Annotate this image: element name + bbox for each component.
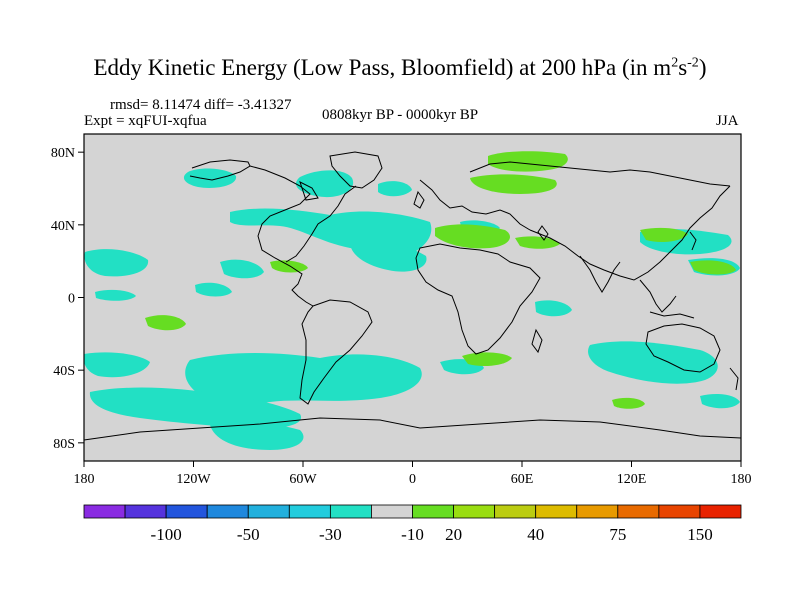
neg-region-s-pacific-west [83, 352, 150, 378]
colorbar-box [288, 504, 331, 519]
lon-label: 180 [731, 472, 752, 487]
colorbar-box [617, 504, 660, 519]
lon-label: 120E [617, 472, 647, 487]
coast-newzealand [729, 367, 739, 391]
neg-region-south-pacific-wide [89, 387, 302, 429]
lon-label: 0 [409, 472, 416, 487]
pos-region-mediterranean [435, 224, 510, 249]
colorbar-labels: -100 -50 -30 -10 20 40 75 150 [151, 525, 713, 544]
neg-region-alaska [183, 168, 237, 188]
coastlines [83, 151, 742, 441]
lat-label: 80N [51, 146, 75, 161]
coast-africa [415, 243, 541, 355]
pos-region-s-pacific-eq [145, 315, 186, 331]
pos-region-arctic [488, 151, 568, 172]
coast-hudson [299, 181, 319, 201]
coast-south-america [299, 299, 373, 405]
colorbar-box [535, 504, 578, 519]
coast-japan [689, 231, 697, 251]
colorbar-label: 20 [445, 525, 462, 544]
neg-region-c-pacific [84, 249, 149, 277]
neg-region-indian-eq [535, 300, 572, 317]
colorbar-box [165, 504, 208, 519]
colorbar-box [453, 504, 496, 519]
neg-region-w-atlantic [350, 240, 427, 272]
pos-region-gulf [270, 260, 308, 273]
colorbar [83, 504, 742, 519]
coast-uk [413, 190, 425, 209]
neg-region-north-america [296, 170, 354, 198]
coast-arctic-eurasia [469, 161, 731, 187]
coast-indonesia [649, 311, 695, 319]
season-label: JJA [716, 113, 739, 129]
neg-region-southern-indian [700, 394, 740, 409]
coast-caspian [537, 225, 549, 241]
coast-europe [419, 179, 531, 231]
neg-region-nw-atlantic [378, 181, 412, 197]
lon-label: 60W [289, 472, 317, 487]
colorbar-box [329, 504, 372, 519]
period-label: 0808kyr BP - 0000kyr BP [322, 107, 479, 123]
lon-label: 60E [511, 472, 534, 487]
colorbar-label: -100 [151, 525, 182, 544]
positive-anomaly-regions [145, 151, 736, 409]
colorbar-box [124, 504, 167, 519]
negative-anomaly-regions [83, 168, 740, 450]
experiment-label: Expt = xqFUI-xqfua [84, 113, 207, 129]
coast-north-america [249, 165, 314, 307]
pos-region-east-pacific [690, 260, 736, 275]
colorbar-box [412, 504, 454, 519]
neg-region-australia [588, 341, 718, 384]
coast-north-america-east [285, 185, 357, 263]
neg-region-southern-ocean [185, 353, 422, 404]
coast-alaska [189, 159, 251, 181]
lat-label: 0 [68, 292, 75, 307]
coast-australia [645, 323, 721, 373]
pos-region-mideast [515, 236, 560, 249]
neg-region-pacific-eq [95, 289, 136, 301]
longitude-axis: 180 120W 60W 0 60E 120E 180 [74, 461, 752, 487]
pos-region-siberia [470, 174, 557, 194]
colorbar-label: -10 [401, 525, 424, 544]
coast-madagascar [531, 328, 543, 354]
lat-label: 40S [53, 364, 75, 379]
coast-seasia [639, 279, 677, 313]
colorbar-label: -30 [319, 525, 342, 544]
latitude-axis: 80N 40N 0 40S 80S [51, 146, 84, 452]
pos-region-s-africa [462, 352, 512, 366]
chart-title: Eddy Kinetic Energy (Low Pass, Bloomfiel… [93, 55, 707, 80]
colorbar-box [699, 504, 742, 519]
lon-label: 180 [74, 472, 95, 487]
lon-label: 120W [176, 472, 211, 487]
colorbar-box [206, 504, 249, 519]
pos-region-east-asia [640, 227, 688, 242]
coast-india [579, 255, 621, 293]
colorbar-box [371, 504, 413, 519]
colorbar-box [494, 504, 537, 519]
colorbar-box [247, 504, 290, 519]
coast-asia [529, 185, 731, 281]
colorbar-box [83, 504, 126, 519]
colorbar-label: -50 [237, 525, 260, 544]
lat-label: 80S [53, 437, 75, 452]
neg-region-antarctic [210, 421, 304, 450]
lat-label: 40N [51, 219, 75, 234]
coast-antarctica [83, 417, 742, 441]
colorbar-box [576, 504, 619, 519]
neg-region-pacific-south [195, 282, 232, 297]
colorbar-label: 150 [687, 525, 713, 544]
colorbar-box [658, 504, 701, 519]
coast-greenland [329, 151, 383, 189]
neg-region-e-pacific [220, 259, 264, 279]
colorbar-label: 75 [609, 525, 626, 544]
colorbar-label: 40 [527, 525, 544, 544]
stats-text: rmsd= 8.11474 diff= -3.41327 [110, 97, 292, 113]
pos-region-s-indian [612, 397, 645, 409]
